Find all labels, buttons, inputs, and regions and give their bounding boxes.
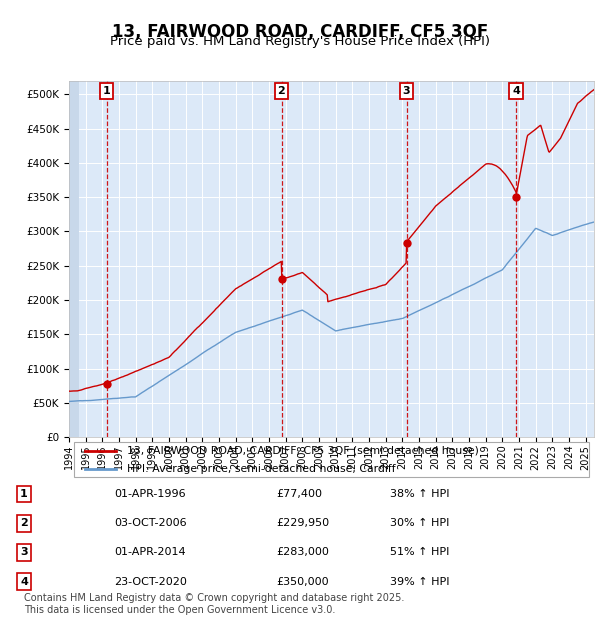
Bar: [69, 81, 79, 437]
Text: 30% ↑ HPI: 30% ↑ HPI: [390, 518, 449, 528]
Text: 2: 2: [20, 518, 28, 528]
Text: 4: 4: [20, 577, 28, 587]
Text: HPI: Average price, semi-detached house, Cardiff: HPI: Average price, semi-detached house,…: [127, 464, 395, 474]
Text: £229,950: £229,950: [276, 518, 329, 528]
Text: £77,400: £77,400: [276, 489, 322, 499]
Text: 13, FAIRWOOD ROAD, CARDIFF, CF5 3QF: 13, FAIRWOOD ROAD, CARDIFF, CF5 3QF: [112, 23, 488, 41]
Text: 01-APR-1996: 01-APR-1996: [114, 489, 185, 499]
Text: £350,000: £350,000: [276, 577, 329, 587]
Text: 3: 3: [403, 86, 410, 96]
Text: 1: 1: [20, 489, 28, 499]
Text: 3: 3: [20, 547, 28, 557]
Text: 51% ↑ HPI: 51% ↑ HPI: [390, 547, 449, 557]
Text: Price paid vs. HM Land Registry's House Price Index (HPI): Price paid vs. HM Land Registry's House …: [110, 35, 490, 48]
Text: 23-OCT-2020: 23-OCT-2020: [114, 577, 187, 587]
Text: 39% ↑ HPI: 39% ↑ HPI: [390, 577, 449, 587]
Text: 4: 4: [512, 86, 520, 96]
Text: 1: 1: [103, 86, 110, 96]
Text: 13, FAIRWOOD ROAD, CARDIFF, CF5 3QF (semi-detached house): 13, FAIRWOOD ROAD, CARDIFF, CF5 3QF (sem…: [127, 446, 479, 456]
Text: Contains HM Land Registry data © Crown copyright and database right 2025.
This d: Contains HM Land Registry data © Crown c…: [24, 593, 404, 615]
Text: £283,000: £283,000: [276, 547, 329, 557]
Text: 01-APR-2014: 01-APR-2014: [114, 547, 185, 557]
Text: 2: 2: [278, 86, 286, 96]
Text: 38% ↑ HPI: 38% ↑ HPI: [390, 489, 449, 499]
Text: 03-OCT-2006: 03-OCT-2006: [114, 518, 187, 528]
